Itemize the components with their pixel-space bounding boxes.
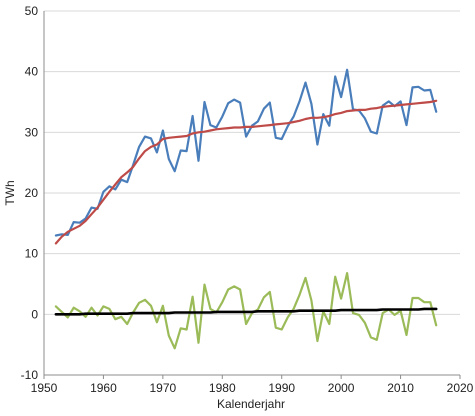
series-line-black [54,307,438,316]
x-tick-label: 1950 [31,381,58,395]
y-tick-labels: -10 0 10 20 30 40 50 [21,4,39,382]
x-tick-label: 2020 [447,381,474,395]
series-line-blue [54,68,438,237]
series-lines [54,68,438,350]
x-tick-label: 1970 [150,381,177,395]
x-tick-label: 2010 [387,381,414,395]
series-line-green [54,272,438,350]
x-tick-labels: 1950 1960 1970 1980 1990 2000 2010 2020 [31,381,474,395]
x-tick-label: 1980 [209,381,236,395]
y-tick-label: 30 [25,125,39,139]
x-tick-label: 1960 [90,381,117,395]
y-tick-label: 10 [25,247,39,261]
x-tick-label: 2000 [328,381,355,395]
x-tick-label: 1990 [268,381,295,395]
axes [43,11,461,379]
series-line-red [54,99,438,245]
y-tick-label: 50 [25,4,39,18]
y-tick-label: 20 [25,186,39,200]
x-axis-title: Kalenderjahr [217,397,285,411]
y-tick-label: 0 [31,307,38,321]
y-tick-label: 40 [25,65,39,79]
y-tick-label: -10 [21,368,39,382]
y-axis-title: TWh [3,180,17,205]
